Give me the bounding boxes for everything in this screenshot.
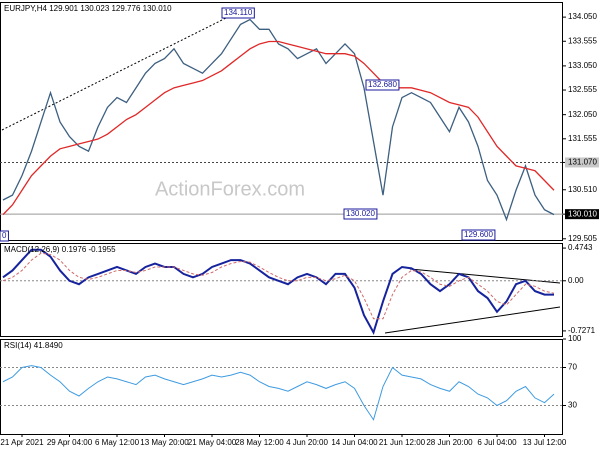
x-tick-label: 28 May 12:00 [235, 438, 284, 447]
x-tick-label: 13 Jul 12:00 [523, 438, 567, 447]
annotation: 130.020 [346, 209, 375, 218]
annotation-box [343, 208, 378, 220]
annotation: 134.110 [224, 8, 253, 17]
y-tick-label: 130.510 [568, 185, 597, 194]
y-tick-label: 0.4743 [568, 243, 593, 252]
y-tick-label: 133.555 [568, 36, 597, 45]
series-line [2, 18, 555, 222]
x-tick-label: 13 May 20:00 [140, 438, 189, 447]
x-tick-label: 6 Jul 04:00 [477, 438, 517, 447]
y-tick-label: -0.7271 [568, 326, 596, 335]
x-tick-label: 29 Apr 04:00 [47, 438, 93, 447]
annotation: 129.600 [464, 230, 493, 239]
annotation: 132.680 [368, 80, 397, 89]
y-tick-label: 134.050 [568, 12, 597, 21]
x-tick-label: 14 Jun 04:00 [331, 438, 378, 447]
tick-label-box [565, 157, 599, 168]
y-tick-label: 130.010 [568, 209, 597, 218]
y-tick-label: 129.505 [568, 234, 597, 243]
x-tick-label: 21 Apr 2021 [0, 438, 44, 447]
y-tick-label: 70 [568, 363, 577, 372]
x-tick-label: 21 May 04:00 [188, 438, 237, 447]
tick-label-box [565, 209, 599, 220]
x-tick-label: 21 Jun 12:00 [379, 438, 426, 447]
series-line [2, 252, 555, 320]
y-tick-label: 100 [568, 334, 582, 343]
annotation-box [365, 79, 400, 91]
series-line [2, 365, 555, 421]
series-line [2, 248, 554, 336]
annotation-box [461, 229, 496, 241]
annotation: 0 [2, 231, 7, 240]
series-line [2, 40, 555, 216]
y-tick-label: 30 [568, 401, 577, 410]
panel-frame [0, 243, 563, 337]
y-tick-label: 131.555 [568, 134, 597, 143]
watermark: ActionForex.com [155, 178, 305, 200]
y-tick-label: 132.555 [568, 85, 597, 94]
y-tick-label: 131.070 [568, 158, 597, 167]
panel-frame [0, 2, 563, 241]
panel-frame [0, 339, 563, 435]
y-tick-label: 132.050 [568, 110, 597, 119]
panel-title: RSI(14) 41.8490 [4, 341, 63, 350]
y-tick-label: 0.00 [568, 276, 584, 285]
x-tick-label: 28 Jun 20:00 [426, 438, 473, 447]
x-tick-label: 6 May 12:00 [95, 438, 140, 447]
panel-title: EURJPY,H4 129.901 130.023 129.776 130.01… [4, 4, 172, 13]
annotation-box [0, 230, 9, 242]
y-tick-label: 133.050 [568, 61, 597, 70]
x-tick-label: 4 Jun 20:00 [286, 438, 328, 447]
panel-title: MACD(12,26,9) 0.1976 -0.1955 [4, 245, 116, 254]
triangle-lower [384, 306, 561, 334]
annotation-box [221, 7, 255, 19]
triangle-upper [409, 268, 561, 284]
